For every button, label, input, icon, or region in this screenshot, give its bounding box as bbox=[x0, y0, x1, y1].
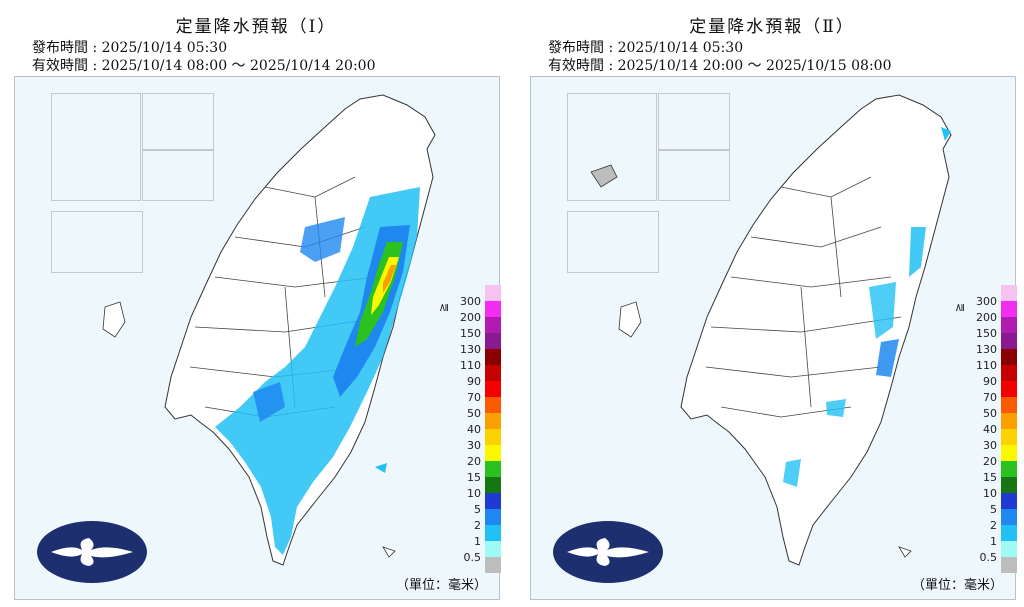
forecast-panel-1: 定量降水預報（Ⅰ） 發布時間 : 2025/10/14 05:30 有效時間 :… bbox=[6, 0, 506, 607]
legend-label: 15 bbox=[983, 471, 997, 484]
legend-swatch bbox=[1001, 429, 1017, 445]
legend-swatch bbox=[1001, 509, 1017, 525]
legend-label: 300 bbox=[460, 295, 481, 308]
legend-swatch bbox=[485, 429, 501, 445]
legend-swatch bbox=[485, 525, 501, 541]
issue-time: 發布時間 : 2025/10/14 05:30 bbox=[32, 40, 228, 56]
legend-label: 50 bbox=[983, 407, 997, 420]
legend-label: 30 bbox=[983, 439, 997, 452]
legend-swatch bbox=[1001, 525, 1017, 541]
legend-swatch bbox=[1001, 285, 1017, 301]
unit-label: （單位：毫米） bbox=[395, 578, 487, 593]
legend-swatch bbox=[485, 333, 501, 349]
unit-label: （單位：毫米） bbox=[911, 578, 1003, 593]
legend-swatch bbox=[1001, 541, 1017, 557]
legend-label: 2 bbox=[990, 519, 997, 532]
legend-label: 0.5 bbox=[463, 551, 482, 564]
legend-label: 10 bbox=[983, 487, 997, 500]
map-frame: ≧ 300 200 150 130 110 90 70 bbox=[530, 76, 1017, 600]
legend-label: 40 bbox=[467, 423, 481, 436]
legend-swatch bbox=[485, 445, 501, 461]
legend-swatch bbox=[1001, 557, 1017, 573]
legend-swatch bbox=[1001, 445, 1017, 461]
legend-label: 90 bbox=[467, 375, 481, 388]
legend-label: 20 bbox=[983, 455, 997, 468]
legend-label: 15 bbox=[467, 471, 481, 484]
legend-swatch bbox=[485, 365, 501, 381]
legend-label: 50 bbox=[467, 407, 481, 420]
taiwan-map bbox=[102, 94, 436, 566]
inset-box-lieyu bbox=[51, 211, 143, 273]
legend-label: 0.5 bbox=[979, 551, 998, 564]
legend-swatch bbox=[485, 557, 501, 573]
valid-time: 有效時間 : 2025/10/14 20:00 ～ 2025/10/15 08:… bbox=[548, 58, 892, 74]
legend-swatch bbox=[485, 461, 501, 477]
taiwan-map bbox=[590, 94, 952, 566]
legend-swatch bbox=[485, 397, 501, 413]
legend-swatch bbox=[1001, 333, 1017, 349]
legend-swatch bbox=[485, 541, 501, 557]
inset-box-wuqiu bbox=[142, 93, 214, 150]
inset-box-matsu bbox=[567, 93, 657, 201]
legend-swatch bbox=[485, 381, 501, 397]
legend-swatch bbox=[485, 301, 501, 317]
inset-box-kinmen bbox=[142, 150, 214, 201]
legend-label: 30 bbox=[467, 439, 481, 452]
cwa-logo-icon bbox=[553, 520, 663, 588]
legend-label: 150 bbox=[976, 327, 997, 340]
map-frame: ≧ 300 200 150 130 110 90 70 bbox=[14, 76, 501, 600]
legend-label: 10 bbox=[467, 487, 481, 500]
valid-time: 有效時間 : 2025/10/14 08:00 ～ 2025/10/14 20:… bbox=[32, 58, 376, 74]
legend-swatch bbox=[1001, 301, 1017, 317]
legend-label: 5 bbox=[474, 503, 481, 516]
issue-time: 發布時間 : 2025/10/14 05:30 bbox=[548, 40, 744, 56]
legend-label: 5 bbox=[990, 503, 997, 516]
legend-swatch bbox=[1001, 381, 1017, 397]
legend-swatch bbox=[1001, 413, 1017, 429]
forecast-panel-2: 定量降水預報（Ⅱ） 發布時間 : 2025/10/14 05:30 有效時間 :… bbox=[522, 0, 1022, 607]
legend-swatch bbox=[1001, 365, 1017, 381]
legend-swatch bbox=[485, 349, 501, 365]
legend-label: 130 bbox=[976, 343, 997, 356]
legend-label: 110 bbox=[460, 359, 481, 372]
legend-label: 200 bbox=[460, 311, 481, 324]
inset-box-wuqiu bbox=[658, 93, 730, 150]
legend-swatch bbox=[485, 413, 501, 429]
inset-box-kinmen bbox=[658, 150, 730, 201]
cwa-logo-icon bbox=[37, 520, 147, 588]
legend-label: 300 bbox=[976, 295, 997, 308]
legend-label: 20 bbox=[467, 455, 481, 468]
legend-swatch bbox=[485, 317, 501, 333]
legend-label: 110 bbox=[976, 359, 997, 372]
legend-swatch bbox=[1001, 461, 1017, 477]
legend-label: 70 bbox=[983, 391, 997, 404]
legend-swatch bbox=[1001, 493, 1017, 509]
legend-swatch bbox=[485, 493, 501, 509]
inset-box-matsu bbox=[51, 93, 141, 201]
legend-label: 2 bbox=[474, 519, 481, 532]
legend-swatch bbox=[1001, 317, 1017, 333]
legend-label: 70 bbox=[467, 391, 481, 404]
legend-swatch bbox=[485, 285, 501, 301]
legend-swatch bbox=[485, 477, 501, 493]
legend-swatch bbox=[1001, 397, 1017, 413]
inset-box-lieyu bbox=[567, 211, 659, 273]
legend-label: 1 bbox=[474, 535, 481, 548]
legend-swatch bbox=[485, 509, 501, 525]
legend-label: 40 bbox=[983, 423, 997, 436]
legend-label: 1 bbox=[990, 535, 997, 548]
legend-label: 150 bbox=[460, 327, 481, 340]
legend-label: 90 bbox=[983, 375, 997, 388]
legend-label: 200 bbox=[976, 311, 997, 324]
panel-title: 定量降水預報（Ⅱ） bbox=[689, 17, 855, 37]
legend-swatch bbox=[1001, 349, 1017, 365]
panel-title: 定量降水預報（Ⅰ） bbox=[175, 17, 337, 37]
legend-swatch bbox=[1001, 477, 1017, 493]
legend-label: 130 bbox=[460, 343, 481, 356]
